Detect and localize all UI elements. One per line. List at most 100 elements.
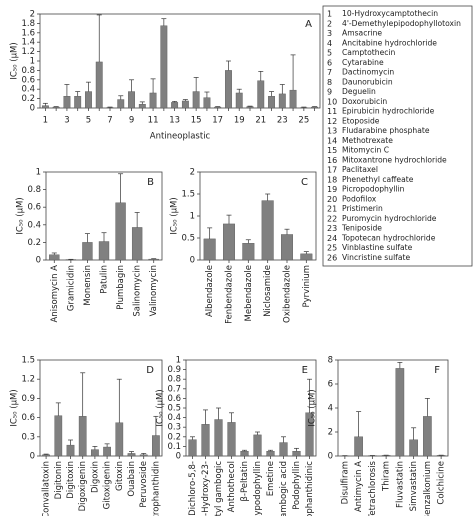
x-tick-label: Peruvoside <box>139 461 149 508</box>
panel-label: A <box>305 19 312 30</box>
y-axis-label: IC₅₀ (μM) <box>16 197 26 234</box>
key-name: Fludarabine phosphate <box>342 126 430 135</box>
bar <box>242 243 255 261</box>
x-tick-label: Fenbendazole <box>225 265 235 324</box>
key-name: Methotrexate <box>342 136 393 145</box>
x-tick-label: 3 <box>64 116 69 126</box>
bar <box>85 91 92 109</box>
y-tick-label: 0.4 <box>21 85 35 95</box>
error-bar <box>190 436 195 440</box>
key-number: 16 <box>327 156 337 165</box>
error-bar <box>411 427 417 440</box>
error-bar <box>284 228 290 235</box>
x-tick-label: Gitoxin <box>115 461 125 491</box>
y-tick-label: 1 <box>36 168 41 178</box>
error-bar <box>424 398 430 417</box>
key-number: 7 <box>327 68 332 77</box>
x-tick-label: 1 <box>43 116 48 126</box>
y-tick-label: 0.9 <box>21 394 35 404</box>
error-bar <box>216 407 221 420</box>
panel-label: D <box>146 365 154 376</box>
y-tick-label: 0 <box>190 256 195 266</box>
key-number: 15 <box>327 146 337 155</box>
x-tick-label: 7 <box>107 116 112 126</box>
bar <box>261 200 274 261</box>
error-bar <box>268 449 273 452</box>
error-bar <box>134 212 140 228</box>
key-name: Vincristine sulfate <box>342 253 410 262</box>
error-bar <box>42 102 48 106</box>
y-tick-label: 0.8 <box>21 66 35 76</box>
bar <box>42 454 50 457</box>
y-tick-label: 0.2 <box>21 94 35 104</box>
error-bar <box>141 453 147 455</box>
x-tick-label: Colchicine <box>437 461 447 505</box>
key-name: Cytarabine <box>342 58 384 67</box>
panel-label: F <box>434 365 440 376</box>
y-tick-label: 0.5 <box>167 404 181 414</box>
error-bar <box>281 436 286 443</box>
key-number: 3 <box>327 29 332 38</box>
error-bar <box>236 88 242 93</box>
x-tick-label: Strophanthidinic <box>305 461 315 516</box>
error-bar <box>269 91 275 97</box>
bar <box>257 80 265 109</box>
bar <box>300 253 313 261</box>
y-axis-label: IC₅₀ (μM) <box>170 197 180 234</box>
error-bar <box>64 84 70 97</box>
bar <box>227 422 236 457</box>
y-tick-label: 0.9 <box>167 365 181 375</box>
x-tick-label: Antimycin A <box>354 461 364 512</box>
key-name: Vinblastine sulfate <box>342 243 413 252</box>
key-number: 1 <box>327 10 332 19</box>
error-bar <box>290 54 296 91</box>
key-number: 4 <box>327 39 332 48</box>
x-tick-label: Deoxypodophyllin <box>253 461 263 516</box>
y-tick-label: 0 <box>176 452 181 462</box>
x-tick-label: 17 <box>212 116 223 126</box>
x-tick-label: Simvastatin <box>409 461 419 511</box>
error-bar <box>207 227 213 239</box>
y-tick-label: 0.6 <box>21 75 35 85</box>
error-bar <box>225 60 231 71</box>
bar <box>201 424 210 457</box>
x-tick-label: Oxibendazole <box>283 265 293 323</box>
y-tick-label: 1.4 <box>21 38 35 48</box>
key-name: Camptothecin <box>342 48 396 57</box>
error-bar <box>255 431 260 435</box>
y-tick-label: 0 <box>30 452 35 462</box>
bar <box>268 96 275 109</box>
x-tick-label: Monensin <box>83 265 93 306</box>
bar <box>63 96 71 109</box>
key-name: Epirubicin hydrochloride <box>342 107 435 116</box>
key-number: 14 <box>327 136 337 145</box>
key-number: 18 <box>327 175 337 184</box>
bar <box>82 242 93 261</box>
bar <box>74 96 82 109</box>
error-bar <box>203 409 208 425</box>
bar <box>148 258 159 261</box>
error-bar <box>172 101 178 103</box>
error-bar <box>101 232 107 242</box>
error-bar <box>161 18 167 26</box>
error-bar <box>96 14 102 62</box>
key-name: Paclitaxel <box>342 165 378 174</box>
y-tick-label: 1.8 <box>21 19 35 29</box>
y-tick-label: 0.6 <box>21 413 35 423</box>
bar <box>115 422 124 457</box>
bar <box>214 106 222 109</box>
y-tick-label: 0.3 <box>167 423 181 433</box>
bar <box>225 70 232 109</box>
key-name: Ancitabine hydrochloride <box>342 38 437 47</box>
y-tick-label: 0.1 <box>167 442 181 452</box>
error-bar <box>226 214 232 224</box>
y-axis-label: IC₅₀ (μM) <box>308 389 318 426</box>
x-tick-label: Emetine <box>266 461 276 496</box>
y-axis-label: IC₅₀ (μM) <box>10 389 20 426</box>
error-bar <box>150 78 156 93</box>
key-number: 5 <box>327 49 332 58</box>
x-tick-label: 21 <box>255 116 266 126</box>
bar <box>160 25 168 109</box>
key: 1 10-Hydroxycamptothecin 2 4'-Demethylepipo… <box>327 9 461 262</box>
x-tick-label: Valinomycin <box>149 265 159 316</box>
